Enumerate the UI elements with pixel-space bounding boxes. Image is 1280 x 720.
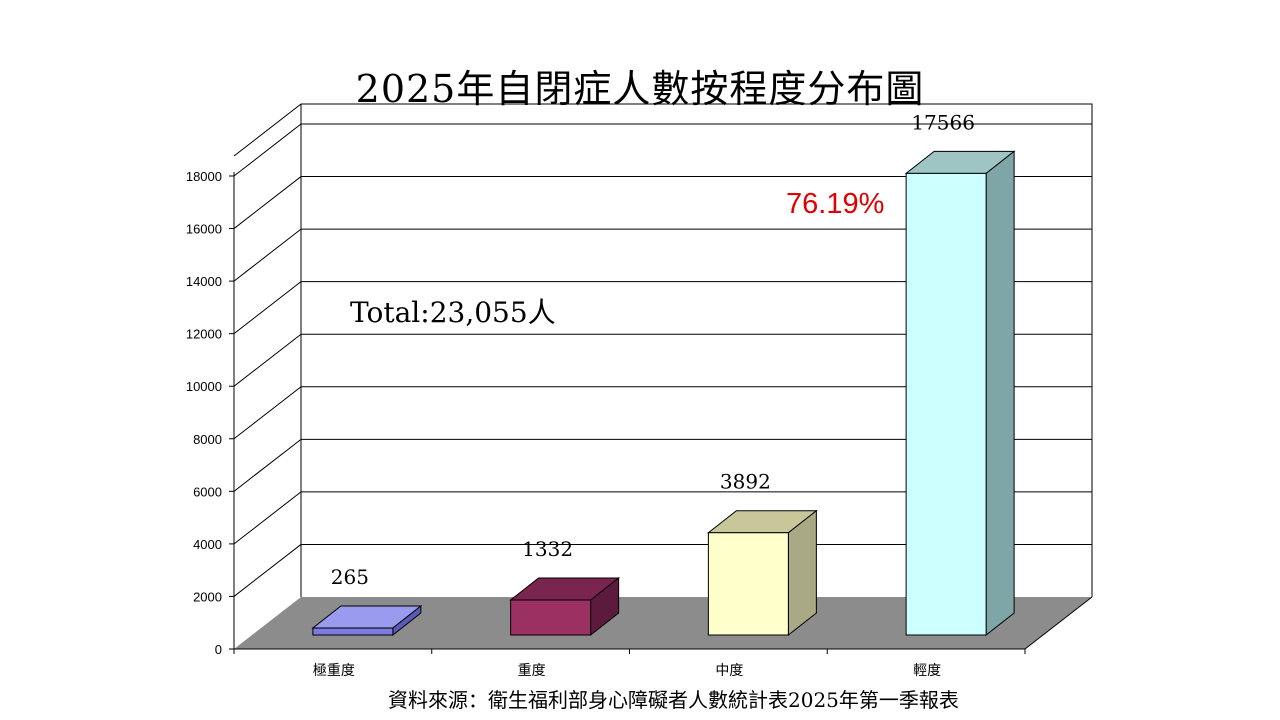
total-annotation: Total:23,055人 xyxy=(350,296,556,329)
data-label: 3892 xyxy=(720,470,771,494)
x-tick-label: 中度 xyxy=(715,663,743,679)
y-tick-label: 16000 xyxy=(186,222,222,237)
chart-floor xyxy=(234,597,1092,649)
data-labels: 265 1332 3892 17566 xyxy=(331,110,975,589)
gridline-side xyxy=(233,228,302,282)
side-wall-top-edge xyxy=(233,103,302,157)
data-label: 265 xyxy=(331,565,369,589)
x-tick-label: 重度 xyxy=(518,663,546,679)
gridline-side xyxy=(233,123,302,177)
bar-front xyxy=(312,627,394,636)
gridline-side xyxy=(233,281,302,335)
y-tick-label: 14000 xyxy=(186,274,222,289)
y-tick-label: 0 xyxy=(215,642,222,657)
bar-side xyxy=(787,509,817,637)
gridline-side xyxy=(233,544,302,597)
bar-side xyxy=(985,150,1015,637)
bars xyxy=(311,150,1016,637)
data-label: 17566 xyxy=(911,110,975,134)
gridline-side xyxy=(233,438,302,492)
y-tick-label: 4000 xyxy=(193,537,222,552)
bar-極重度 xyxy=(311,605,423,637)
y-tick-label: 2000 xyxy=(193,589,222,604)
bar-front xyxy=(905,172,987,636)
x-tick-label: 輕度 xyxy=(913,663,941,679)
source-note: 資料來源：衛生福利部身心障礙者人數統計表2025年第一季報表 xyxy=(388,688,959,712)
y-tick-label: 12000 xyxy=(186,327,222,342)
y-axis: 0 2000 4000 6000 8000 10000 12000 14000 16000 180… xyxy=(186,169,235,657)
percent-annotation: 76.19% xyxy=(786,188,884,220)
chart-walls xyxy=(233,103,1093,597)
y-tick-label: 8000 xyxy=(193,432,222,447)
gridline-side xyxy=(233,176,302,229)
floor-plane xyxy=(234,597,1092,649)
data-label: 1332 xyxy=(522,537,573,561)
y-tick-label: 6000 xyxy=(193,484,222,499)
x-axis: 極重度 重度 中度 輕度 xyxy=(233,596,1093,679)
y-tick-label: 18000 xyxy=(186,169,222,184)
gridline-side xyxy=(233,386,302,440)
x-tick-label: 極重度 xyxy=(313,663,355,679)
back-wall-outline xyxy=(301,103,1093,597)
y-tick-label: 10000 xyxy=(186,379,222,394)
bar-輕度 xyxy=(904,150,1016,637)
gridline-side xyxy=(233,491,302,545)
floor-right-edge xyxy=(1024,596,1093,650)
bar-front xyxy=(707,532,789,636)
bar-front xyxy=(510,599,592,636)
gridline-side xyxy=(233,333,302,387)
bar-中度 xyxy=(706,509,818,637)
bar-重度 xyxy=(509,576,621,637)
